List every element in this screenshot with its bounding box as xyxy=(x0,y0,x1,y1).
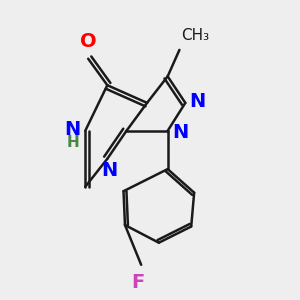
Text: N: N xyxy=(190,92,206,111)
Text: H: H xyxy=(67,135,79,150)
Text: O: O xyxy=(80,32,97,51)
Text: N: N xyxy=(101,161,118,180)
Text: F: F xyxy=(132,273,145,292)
Text: N: N xyxy=(172,123,188,142)
Text: CH₃: CH₃ xyxy=(181,28,209,43)
Text: N: N xyxy=(65,120,81,139)
